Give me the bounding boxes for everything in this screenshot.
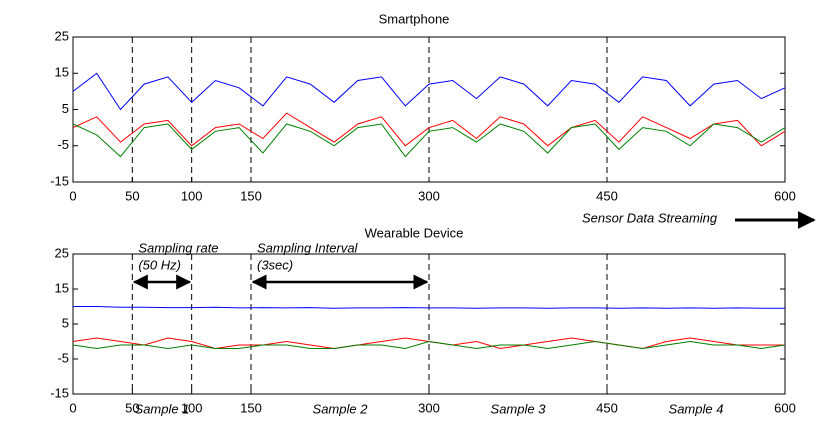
data-line: [72, 340, 786, 350]
x-tick-label: 450: [596, 400, 618, 415]
data-line: [72, 123, 786, 158]
y-tick-label: -5: [57, 350, 69, 365]
span-label: Sampling Interval: [257, 240, 359, 255]
y-tick-label: 5: [62, 101, 69, 116]
sample-label: Sample 1: [135, 401, 190, 416]
x-tick-label: 0: [69, 188, 76, 203]
y-tick-label: -15: [50, 173, 69, 188]
x-tick-label: 150: [240, 188, 262, 203]
x-tick-label: 300: [418, 400, 440, 415]
data-line: [73, 306, 785, 309]
x-tick-label: 50: [125, 188, 139, 203]
sample-label: Sample 3: [491, 401, 547, 416]
chart-title: Wearable Device: [365, 225, 464, 240]
annotation: Sensor Data Streaming: [582, 210, 718, 225]
x-tick-label: 100: [181, 400, 203, 415]
x-tick-label: 600: [774, 188, 796, 203]
x-tick-label: 600: [774, 400, 796, 415]
x-tick-label: 50: [125, 400, 139, 415]
span-sublabel: (3sec): [257, 257, 293, 272]
span-sublabel: (50 Hz): [138, 257, 181, 272]
y-tick-label: -5: [57, 137, 69, 152]
y-tick-label: 5: [62, 315, 69, 330]
data-line: [72, 72, 786, 111]
sample-label: Sample 2: [313, 401, 369, 416]
sample-label: Sample 4: [669, 401, 724, 416]
y-tick-label: 25: [55, 28, 69, 43]
span-label: Sampling rate: [138, 240, 218, 255]
y-tick-label: 25: [55, 245, 69, 260]
y-tick-label: -15: [50, 385, 69, 400]
chart-title: Smartphone: [379, 11, 450, 26]
y-tick-label: 15: [55, 280, 69, 295]
x-tick-label: 150: [240, 400, 262, 415]
x-tick-label: 300: [418, 188, 440, 203]
x-tick-label: 0: [69, 400, 76, 415]
y-tick-label: 15: [55, 65, 69, 80]
x-tick-label: 450: [596, 188, 618, 203]
x-tick-label: 100: [181, 188, 203, 203]
data-line: [72, 112, 786, 147]
